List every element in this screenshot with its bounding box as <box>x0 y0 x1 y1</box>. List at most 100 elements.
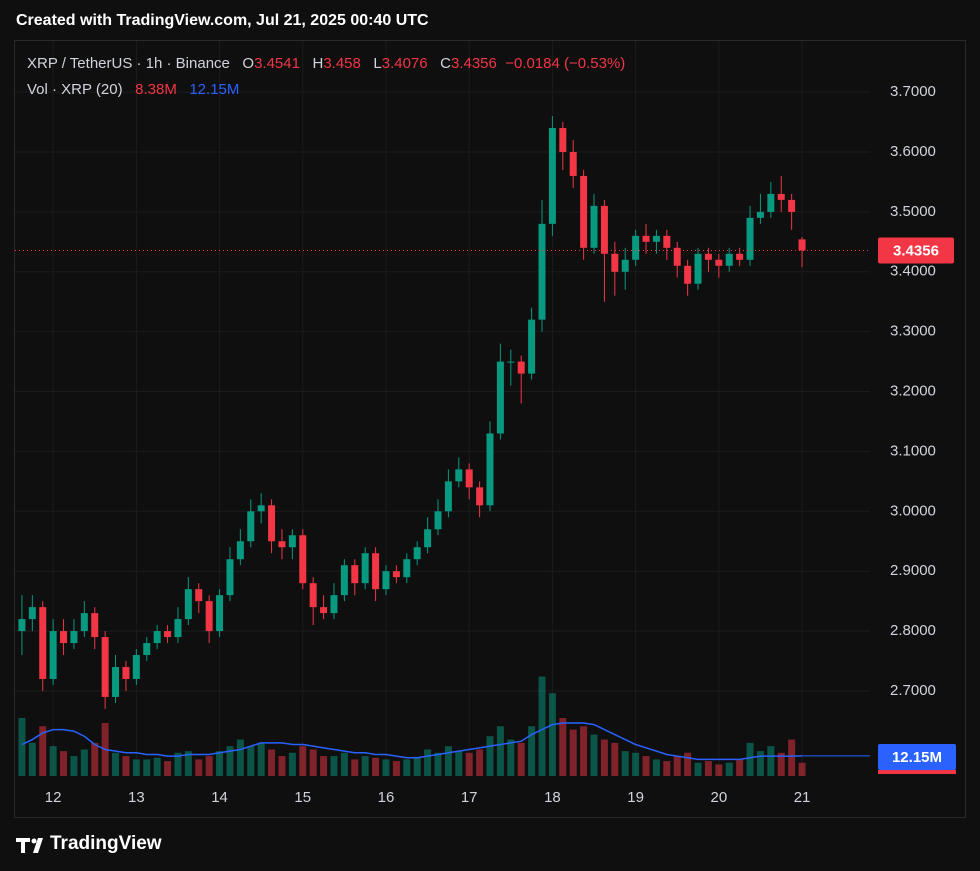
y-tick-label: 3.0000 <box>890 502 936 519</box>
volume-value: 8.38M <box>135 81 177 98</box>
close-value: 3.4356 <box>450 55 497 72</box>
x-tick-label: 20 <box>710 789 727 806</box>
volume-bar <box>444 746 452 776</box>
volume-bar <box>621 751 629 776</box>
volume-bar <box>257 742 265 776</box>
volume-bar <box>663 761 671 776</box>
volume-title: Vol · XRP (20) <box>27 81 123 98</box>
candle-body <box>340 565 348 596</box>
candle-body <box>715 259 723 266</box>
volume-bar <box>153 757 161 776</box>
volume-bar <box>642 756 650 776</box>
candle-body <box>257 505 265 512</box>
candle-body <box>611 253 619 272</box>
volume-bar <box>580 726 588 776</box>
x-tick-label: 17 <box>461 789 478 806</box>
volume-bar <box>216 751 224 776</box>
candle-body <box>673 247 681 266</box>
candle-body <box>112 667 120 697</box>
y-tick-label: 2.8000 <box>890 622 936 639</box>
symbol: XRP / TetherUS · 1h · Binance <box>27 55 230 72</box>
legend-price: XRP / TetherUS · 1h · Binance O3.4541 H3… <box>27 55 625 72</box>
volume-bar <box>122 756 130 776</box>
volume-bar <box>673 756 681 776</box>
legend-volume: Vol · XRP (20) 8.38M 12.15M <box>27 81 239 98</box>
volume-tag-underline <box>878 770 956 774</box>
volume-bar <box>309 749 317 776</box>
volume-bar <box>424 749 432 776</box>
volume-bar <box>247 746 255 776</box>
footer-brand: TradingView <box>50 833 162 854</box>
volume-bar <box>715 764 723 776</box>
volume-bar <box>476 749 484 776</box>
l-label: L <box>373 55 382 72</box>
candle-body <box>70 631 78 644</box>
candle-body <box>330 595 338 614</box>
candle-body <box>288 535 296 548</box>
candle-body <box>476 487 484 506</box>
x-tick-label: 15 <box>294 789 311 806</box>
volume-bar <box>351 759 359 776</box>
volume-bar <box>590 734 598 776</box>
volume-bar <box>788 739 796 776</box>
open-value: 3.4541 <box>254 55 300 72</box>
volume-bar <box>632 752 640 776</box>
last-price-label: 3.4356 <box>893 242 939 259</box>
volume-bar <box>340 752 348 776</box>
volume-bar <box>372 757 380 776</box>
logo-dot <box>31 838 37 844</box>
volume-bar <box>205 756 213 776</box>
y-tick-label: 3.3000 <box>890 323 936 340</box>
candle-body <box>684 265 692 284</box>
candle-body <box>236 541 244 560</box>
volume-bar <box>413 757 421 776</box>
volume-tag <box>878 744 956 770</box>
volume-bar <box>112 752 120 776</box>
footer-logo <box>16 838 43 853</box>
candle-body <box>132 655 140 679</box>
volume-bar <box>403 759 411 776</box>
volume-bar <box>486 736 494 776</box>
candle-body <box>746 217 754 260</box>
volume-bar <box>278 756 286 776</box>
candle-body <box>18 619 26 632</box>
candle-body <box>559 128 567 152</box>
candle-body <box>465 469 473 488</box>
volume-bar <box>746 742 754 776</box>
y-tick-label: 3.6000 <box>890 143 936 160</box>
y-tick-label: 2.7000 <box>890 682 936 699</box>
candle-body <box>507 361 515 363</box>
volume-bar <box>70 756 78 776</box>
y-tick-label: 2.9000 <box>890 562 936 579</box>
candle-body <box>184 589 192 620</box>
candle-body <box>455 469 463 482</box>
low-value: 3.4076 <box>381 55 428 72</box>
grid <box>15 41 870 776</box>
candle-body <box>60 631 68 644</box>
volume-bar <box>569 729 577 776</box>
x-tick-label: 18 <box>544 789 561 806</box>
candle-body <box>424 529 432 548</box>
candle-body <box>174 619 182 638</box>
volume-bar <box>174 752 182 776</box>
y-tick-label: 3.4000 <box>890 263 936 280</box>
y-tick-label: 3.2000 <box>890 383 936 400</box>
logo-slash <box>33 838 43 853</box>
candle-body <box>309 583 317 608</box>
candle-body <box>694 253 702 284</box>
candle-body <box>299 535 307 584</box>
candle-body <box>777 193 785 200</box>
candle-body <box>652 235 660 242</box>
candle-body <box>268 505 276 542</box>
volume-bar <box>382 759 390 776</box>
candle-body <box>632 235 640 260</box>
o-label: O <box>242 55 255 72</box>
candle-body <box>736 253 744 260</box>
candle-body <box>205 601 213 632</box>
volume-bar <box>538 676 546 776</box>
volume-bar <box>392 761 400 776</box>
volume-ma-value: 12.15M <box>189 81 240 98</box>
change-value: −0.0184 (−0.53%) <box>505 55 626 72</box>
volume-bar <box>28 742 36 776</box>
